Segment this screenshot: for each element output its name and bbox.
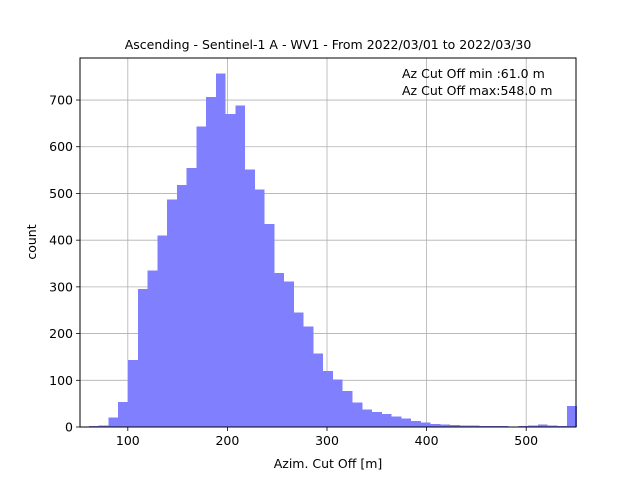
y-tick-label: 300: [49, 279, 73, 294]
y-tick-label: 500: [49, 186, 73, 201]
histogram-bar: [147, 270, 158, 427]
histogram-bar: [450, 425, 460, 427]
histogram-bars: [88, 73, 577, 428]
histogram-bar: [303, 326, 314, 427]
histogram-bar: [459, 425, 470, 427]
histogram-bar: [98, 425, 109, 427]
histogram-bar: [469, 425, 480, 427]
histogram-bar: [128, 360, 138, 427]
x-tick-label: 500: [514, 433, 538, 448]
x-tick-label: 200: [215, 433, 239, 448]
histogram-bar: [137, 289, 148, 427]
histogram-bar: [391, 416, 402, 427]
chart-title: Ascending - Sentinel-1 A - WV1 - From 20…: [125, 37, 532, 52]
histogram-bar: [342, 391, 353, 427]
histogram-bar: [118, 402, 129, 427]
y-tick-label: 400: [49, 233, 73, 248]
histogram-bar: [264, 223, 275, 427]
histogram-bar: [254, 189, 265, 427]
x-tick-label: 400: [415, 433, 439, 448]
y-tick-label: 200: [49, 326, 73, 341]
histogram-bar: [245, 169, 255, 428]
x-axis-label: Azim. Cut Off [m]: [274, 456, 383, 471]
histogram-bar: [547, 425, 558, 427]
y-axis-label: count: [24, 224, 39, 259]
histogram-bar: [157, 235, 168, 427]
annotation-max: Az Cut Off max:548.0 m: [402, 83, 552, 98]
histogram-bar: [362, 409, 373, 427]
histogram-bar: [372, 412, 382, 427]
histogram-bar: [167, 199, 177, 427]
annotation-min: Az Cut Off min :61.0 m: [402, 66, 545, 81]
x-tick-label: 300: [315, 433, 339, 448]
histogram-bar: [108, 417, 119, 427]
histogram-bar: [420, 422, 431, 427]
histogram-bar: [206, 96, 216, 427]
histogram-bar: [440, 424, 451, 427]
histogram-bar: [528, 425, 538, 427]
histogram-bar: [567, 405, 577, 427]
histogram-bar: [332, 379, 343, 427]
histogram-bar: [537, 424, 548, 427]
histogram-bar: [235, 105, 246, 427]
axis-ticks: 100 200 300 400 500 0 100 200 300 400 500 600 700: [49, 93, 538, 448]
y-tick-label: 600: [49, 139, 73, 154]
histogram-bar: [284, 281, 294, 427]
histogram-bar: [411, 420, 421, 427]
histogram-bar: [352, 402, 363, 427]
x-tick-label: 100: [116, 433, 140, 448]
histogram-bar: [401, 418, 412, 427]
histogram-bar: [430, 424, 441, 427]
histogram-bar: [196, 126, 207, 428]
histogram-bar: [176, 185, 187, 427]
y-tick-label: 0: [65, 420, 73, 435]
histogram-bar: [186, 167, 197, 428]
histogram-bar: [313, 353, 324, 427]
histogram-bar: [293, 312, 304, 427]
plot-frame: [79, 57, 577, 428]
histogram-bar: [274, 272, 285, 427]
y-tick-label: 100: [49, 373, 73, 388]
histogram-bar: [381, 413, 392, 427]
histogram-bar: [215, 73, 226, 427]
y-tick-label: 700: [49, 93, 73, 108]
histogram-bar: [225, 114, 236, 428]
histogram-bar: [323, 370, 333, 427]
